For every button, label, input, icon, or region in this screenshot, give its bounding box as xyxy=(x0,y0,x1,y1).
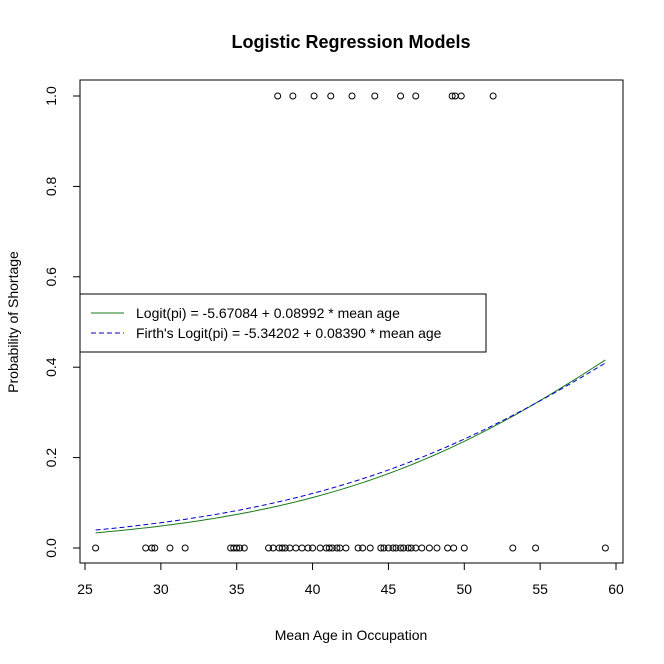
data-point-no-shortage xyxy=(509,544,517,552)
x-tick-label: 60 xyxy=(608,581,624,597)
data-point-no-shortage xyxy=(236,544,244,552)
legend-label-firth: Firth's Logit(pi) = -5.34202 + 0.08390 *… xyxy=(136,325,442,341)
x-tick-label: 45 xyxy=(381,581,397,597)
logit-curve xyxy=(95,359,606,534)
data-point-shortage xyxy=(348,92,356,100)
data-point-shortage xyxy=(448,92,456,100)
legend-label-logit: Logit(pi) = -5.67084 + 0.08992 * mean ag… xyxy=(136,305,400,321)
y-tick-label: 1.0 xyxy=(43,86,59,106)
data-point-no-shortage xyxy=(354,544,362,552)
data-point-no-shortage xyxy=(400,544,408,552)
data-point-no-shortage xyxy=(333,544,341,552)
data-point-no-shortage xyxy=(286,544,294,552)
data-point-no-shortage xyxy=(601,544,609,552)
data-point-shortage xyxy=(289,92,297,100)
data-point-no-shortage xyxy=(316,544,324,552)
data-point-no-shortage xyxy=(148,544,156,552)
y-tick-label: 0.2 xyxy=(43,448,59,468)
data-point-shortage xyxy=(489,92,497,100)
data-point-shortage xyxy=(274,92,282,100)
x-tick-label: 40 xyxy=(305,581,321,597)
data-point-shortage xyxy=(457,92,465,100)
data-point-shortage xyxy=(397,92,405,100)
data-point-shortage xyxy=(412,92,420,100)
data-point-no-shortage xyxy=(380,544,388,552)
chart-title: Logistic Regression Models xyxy=(231,32,470,52)
data-point-no-shortage xyxy=(292,544,300,552)
data-point-no-shortage xyxy=(412,544,420,552)
data-point-no-shortage xyxy=(407,544,415,552)
data-point-no-shortage xyxy=(433,544,441,552)
data-point-no-shortage xyxy=(389,544,397,552)
x-tick-label: 55 xyxy=(532,581,548,597)
data-point-no-shortage xyxy=(366,544,374,552)
data-point-no-shortage xyxy=(281,544,289,552)
data-point-no-shortage xyxy=(142,544,150,552)
y-axis-label: Probability of Shortage xyxy=(5,251,21,393)
x-tick-label: 35 xyxy=(229,581,245,597)
data-point-no-shortage xyxy=(377,544,385,552)
y-tick-label: 0.0 xyxy=(43,538,59,558)
data-point-no-shortage xyxy=(397,544,405,552)
fitted-curves xyxy=(95,359,606,534)
data-point-no-shortage xyxy=(265,544,273,552)
x-tick-label: 50 xyxy=(456,581,472,597)
data-point-no-shortage xyxy=(309,544,317,552)
x-axis-label: Mean Age in Occupation xyxy=(275,627,428,643)
x-tick-label: 25 xyxy=(77,581,93,597)
y-tick-label: 0.6 xyxy=(43,267,59,287)
data-point-no-shortage xyxy=(425,544,433,552)
data-point-no-shortage xyxy=(532,544,540,552)
data-point-no-shortage xyxy=(325,544,333,552)
data-point-no-shortage xyxy=(384,544,392,552)
data-point-no-shortage xyxy=(450,544,458,552)
x-tick-label: 30 xyxy=(153,581,169,597)
data-point-no-shortage xyxy=(240,544,248,552)
legend-box xyxy=(79,293,487,353)
data-point-no-shortage xyxy=(342,544,350,552)
data-point-no-shortage xyxy=(328,544,336,552)
firth-logit-curve xyxy=(95,362,606,531)
data-point-no-shortage xyxy=(404,544,412,552)
data-point-no-shortage xyxy=(181,544,189,552)
data-point-no-shortage xyxy=(269,544,277,552)
data-point-no-shortage xyxy=(151,544,159,552)
data-point-no-shortage xyxy=(392,544,400,552)
data-point-no-shortage xyxy=(304,544,312,552)
data-point-no-shortage xyxy=(233,544,241,552)
data-point-no-shortage xyxy=(444,544,452,552)
y-tick-label: 0.8 xyxy=(43,176,59,196)
data-point-no-shortage xyxy=(166,544,174,552)
legend: Logit(pi) = -5.67084 + 0.08992 * mean ag… xyxy=(79,293,487,353)
data-point-no-shortage xyxy=(418,544,426,552)
data-point-no-shortage xyxy=(460,544,468,552)
data-point-no-shortage xyxy=(359,544,367,552)
y-axis: 0.0 0.2 0.4 0.6 0.8 1.0 xyxy=(43,86,81,558)
data-points xyxy=(92,92,609,552)
data-point-shortage xyxy=(371,92,379,100)
data-point-no-shortage xyxy=(92,544,100,552)
data-point-shortage xyxy=(327,92,335,100)
y-tick-label: 0.4 xyxy=(43,357,59,377)
data-point-no-shortage xyxy=(278,544,286,552)
data-point-no-shortage xyxy=(298,544,306,552)
x-axis: 25 30 35 40 45 50 55 60 xyxy=(77,562,624,597)
data-point-shortage xyxy=(310,92,318,100)
